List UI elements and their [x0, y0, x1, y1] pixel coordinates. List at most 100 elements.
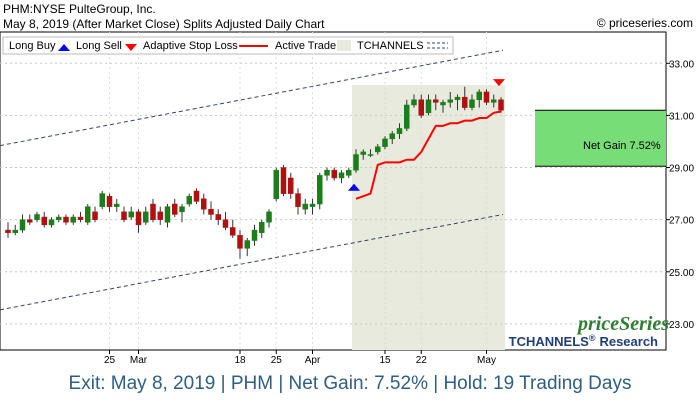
candle	[56, 214, 62, 223]
candle-body	[48, 219, 55, 226]
x-tick-label: Mar	[130, 355, 148, 366]
candle	[201, 193, 207, 215]
candle	[375, 144, 381, 155]
candle-body	[251, 229, 258, 241]
active-trade-zone	[352, 85, 505, 350]
candle-body	[266, 211, 272, 223]
candle-body	[85, 206, 91, 223]
candle-body	[331, 169, 337, 179]
candle-body	[150, 203, 156, 220]
stop-layer	[355, 110, 502, 200]
candle	[27, 214, 33, 225]
candle	[106, 193, 113, 212]
candle-body	[302, 203, 308, 210]
candle	[99, 191, 105, 210]
candle	[92, 206, 98, 223]
candle-body	[375, 146, 381, 153]
tchannel-line-upper	[0, 49, 504, 147]
candle	[425, 94, 432, 116]
candle	[114, 198, 120, 212]
candle-body	[114, 203, 120, 207]
candle-body	[222, 219, 229, 228]
candle	[411, 94, 417, 108]
candle	[5, 222, 11, 238]
candle	[462, 86, 468, 111]
candle	[237, 230, 243, 259]
brand-tchannels: TCHANNELS® Research	[509, 333, 658, 349]
candle	[288, 172, 294, 199]
candle-body	[389, 133, 395, 140]
candle	[280, 164, 287, 197]
candle	[244, 237, 250, 257]
tchannel-line-lower	[0, 213, 504, 311]
candle-body	[201, 198, 207, 210]
candle-body	[70, 216, 76, 223]
candle	[367, 149, 374, 158]
candle	[491, 94, 497, 108]
gain-layer	[535, 109, 666, 167]
candle	[77, 211, 84, 223]
candle	[389, 131, 395, 145]
candle-body	[193, 190, 200, 202]
x-tick-label: 18	[234, 355, 246, 366]
candle-body	[418, 99, 424, 116]
candle	[222, 211, 229, 231]
candle-body	[433, 99, 439, 103]
candle-body	[411, 99, 417, 106]
adaptive-stop-line	[355, 110, 502, 200]
candle-body	[498, 99, 504, 111]
x-tick-label: Apr	[305, 355, 321, 366]
footer-text: Exit: May 8, 2019 | PHM | Net Gain: 7.52…	[68, 373, 632, 394]
y-axis: 23.00 25.00 27.00 29.00 31.00 33.00	[666, 59, 694, 331]
candle	[48, 217, 55, 228]
candle	[273, 167, 279, 202]
legend-active-trade: Active Trade	[275, 40, 336, 52]
candle	[324, 167, 330, 181]
marker-layer	[348, 79, 505, 191]
candle-body	[244, 240, 250, 249]
candle	[447, 91, 453, 108]
candle-body	[396, 128, 403, 134]
candle	[179, 204, 185, 223]
x-tick-label: May	[477, 355, 496, 366]
candle-layer	[5, 86, 504, 259]
buy-arrow-icon	[58, 44, 70, 51]
candle-body	[27, 219, 33, 223]
candle-body	[483, 91, 490, 103]
candle	[85, 204, 91, 225]
candle-body	[215, 214, 221, 220]
candle	[338, 170, 345, 184]
brand-tchannels-word: TCHANNELS	[509, 334, 589, 349]
candle-body	[353, 154, 359, 171]
candle	[469, 94, 475, 111]
candle	[346, 167, 352, 178]
candle	[440, 99, 446, 113]
x-tick-label: 15	[379, 355, 391, 366]
candle	[266, 209, 272, 228]
x-axis: 25 Mar 18 25 Apr 15 22 May	[104, 350, 496, 366]
x-tick-label: 25	[104, 355, 116, 366]
candle	[186, 193, 192, 207]
candle-body	[77, 216, 84, 220]
x-tick-label: 25	[271, 355, 283, 366]
candle	[498, 97, 504, 113]
candle-body	[404, 104, 410, 129]
candle-body	[288, 177, 294, 194]
candle-body	[338, 172, 345, 179]
candle-body	[41, 216, 47, 226]
candle	[172, 198, 178, 218]
candle-body	[12, 229, 18, 233]
candle	[360, 149, 366, 160]
candle	[143, 206, 149, 225]
legend-long-sell: Long Sell	[76, 40, 122, 52]
candle	[251, 224, 258, 246]
candle-body	[237, 235, 243, 249]
candle-body	[367, 154, 374, 156]
chart-subtitle: May 8, 2019 (After Market Close) Splits …	[3, 17, 325, 31]
brand-priceseries: priceSeries	[576, 313, 669, 335]
candle	[128, 206, 134, 220]
candle	[259, 219, 265, 238]
candle	[418, 94, 424, 119]
candle	[12, 224, 18, 236]
candle-body	[346, 169, 352, 176]
